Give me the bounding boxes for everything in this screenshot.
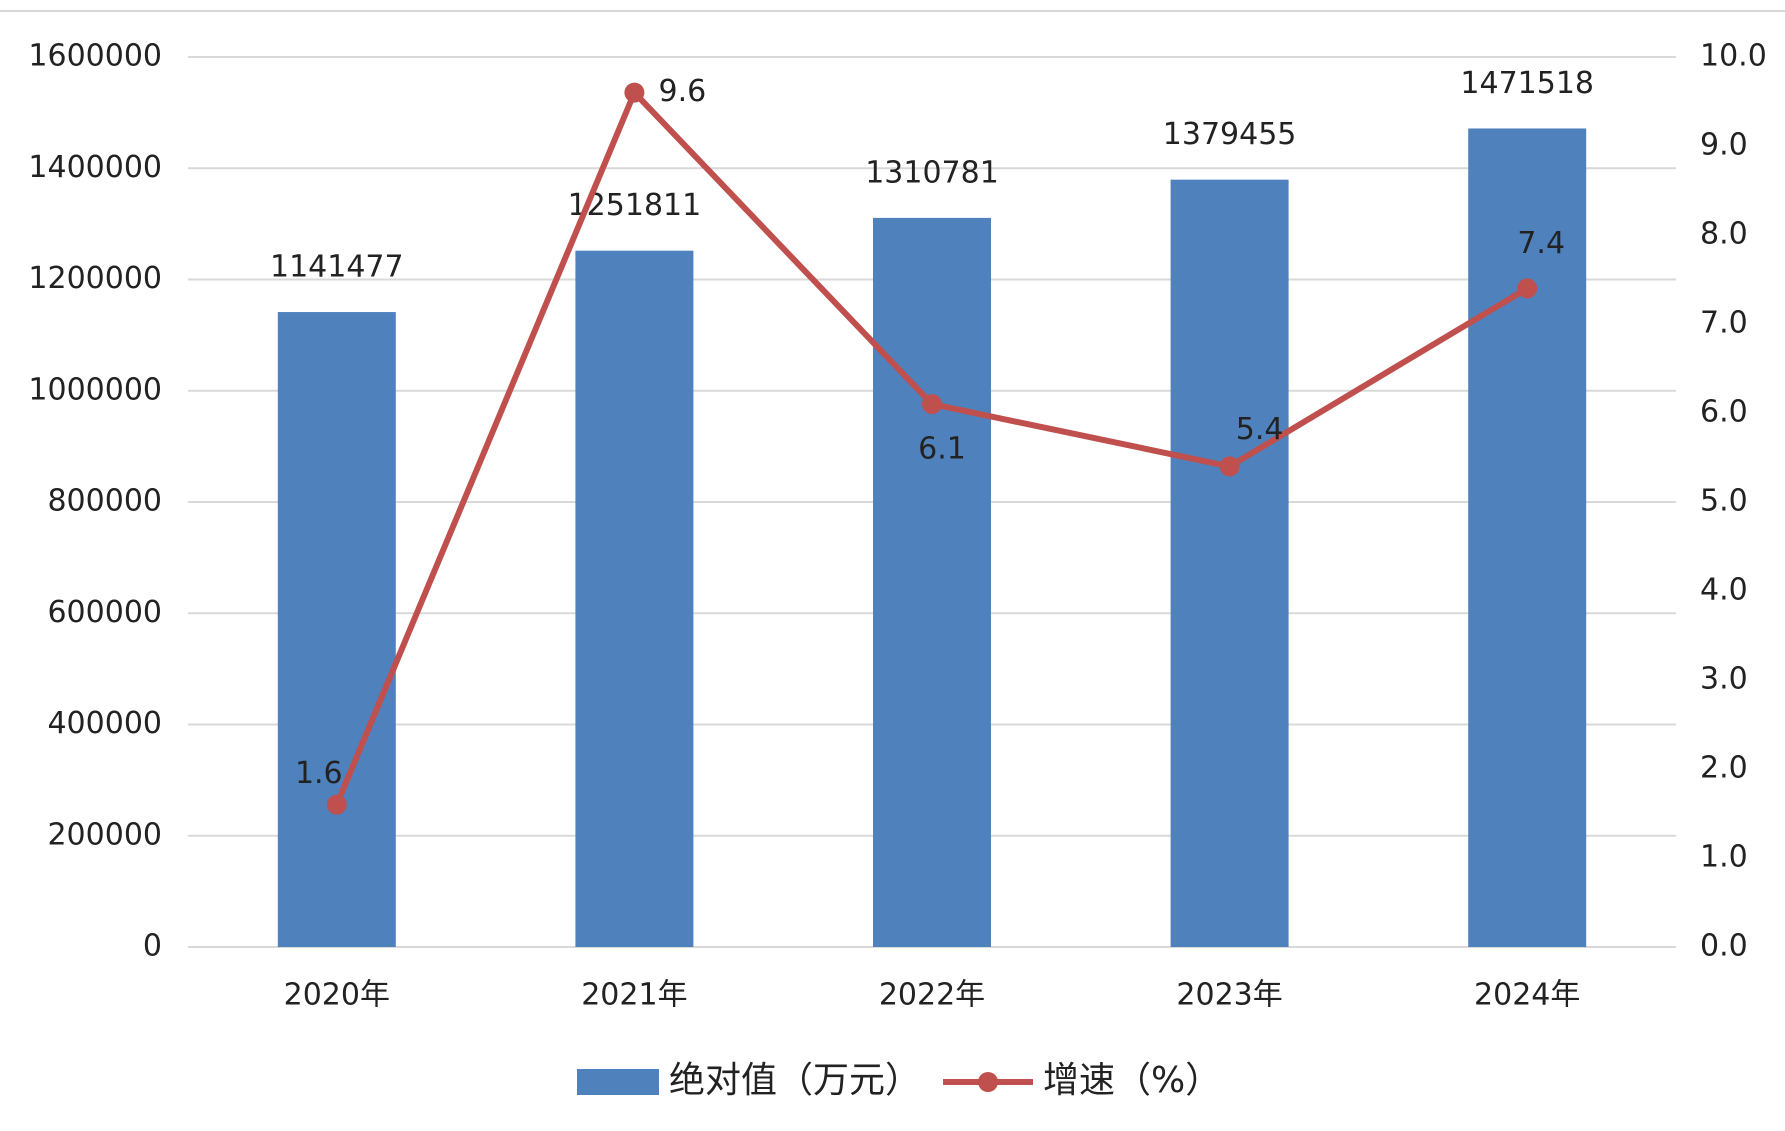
y2-tick-label: 10.0 bbox=[1700, 39, 1767, 74]
x-tick-label: 2021年 bbox=[581, 978, 687, 1013]
y-tick-label: 400000 bbox=[47, 706, 162, 741]
y-tick-label: 1400000 bbox=[28, 150, 162, 185]
bar bbox=[873, 217, 991, 948]
y2-tick-label: 7.0 bbox=[1700, 306, 1748, 341]
y2-tick-label: 8.0 bbox=[1700, 217, 1748, 252]
x-tick-label: 2020年 bbox=[284, 978, 390, 1013]
y-tick-label: 200000 bbox=[47, 817, 162, 852]
legend-marker bbox=[978, 1072, 999, 1092]
data-label: 5.4 bbox=[1236, 412, 1284, 447]
y2-tick-label: 4.0 bbox=[1700, 573, 1748, 608]
x-tick-label: 2024年 bbox=[1474, 978, 1580, 1013]
x-tick-label: 2022年 bbox=[879, 978, 985, 1013]
data-label: 1141477 bbox=[270, 250, 404, 285]
data-label: 9.6 bbox=[659, 74, 707, 109]
marker bbox=[1219, 456, 1240, 477]
legend-swatch bbox=[577, 1069, 659, 1095]
y-tick-label: 1000000 bbox=[28, 372, 162, 407]
y-tick-label: 0 bbox=[143, 929, 162, 964]
marker bbox=[1517, 278, 1538, 299]
y-tick-label: 1200000 bbox=[28, 261, 162, 296]
bar bbox=[1468, 128, 1587, 947]
data-label: 1.6 bbox=[295, 756, 343, 791]
marker bbox=[624, 82, 645, 103]
legend-label: 增速（%） bbox=[1043, 1060, 1221, 1101]
y2-tick-label: 6.0 bbox=[1700, 395, 1748, 430]
y2-tick-label: 1.0 bbox=[1700, 840, 1748, 875]
data-label: 1379455 bbox=[1163, 117, 1297, 152]
y-tick-label: 1600000 bbox=[28, 39, 162, 74]
y2-tick-label: 9.0 bbox=[1700, 128, 1748, 163]
data-label: 7.4 bbox=[1517, 226, 1565, 261]
y-tick-label: 600000 bbox=[47, 595, 162, 630]
data-label: 1471518 bbox=[1460, 66, 1594, 101]
data-label: 1310781 bbox=[865, 155, 999, 190]
bar bbox=[1170, 179, 1289, 947]
marker bbox=[326, 794, 347, 815]
x-tick-label: 2023年 bbox=[1176, 978, 1282, 1013]
y2-tick-label: 0.0 bbox=[1700, 929, 1748, 964]
data-label: 6.1 bbox=[918, 432, 966, 467]
y2-tick-label: 3.0 bbox=[1700, 662, 1748, 697]
bar bbox=[277, 312, 396, 947]
y2-tick-label: 5.0 bbox=[1700, 484, 1748, 519]
y2-tick-label: 2.0 bbox=[1700, 751, 1748, 786]
legend-label: 绝对值（万元） bbox=[669, 1060, 921, 1101]
bar bbox=[575, 250, 694, 948]
y-tick-label: 800000 bbox=[47, 484, 162, 519]
marker bbox=[922, 394, 942, 415]
